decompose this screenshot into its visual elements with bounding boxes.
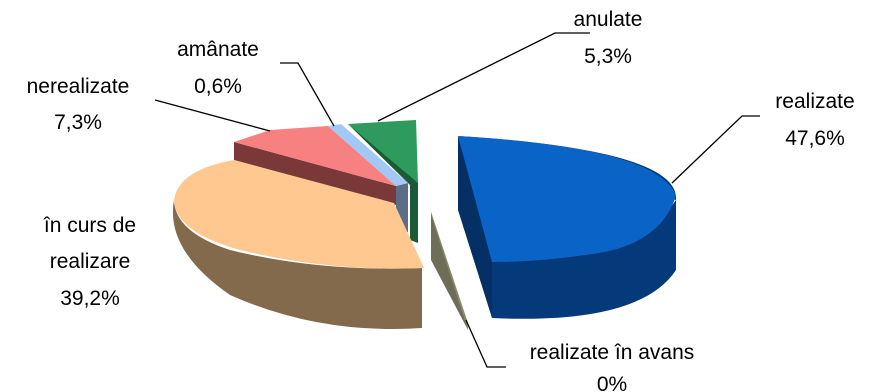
label-nerealizate-name: nerealizate <box>27 75 130 98</box>
label-realizate-in-avans-value: 0% <box>597 373 627 392</box>
leader-line-anulate <box>377 32 590 122</box>
slice-realizate-in-avans <box>431 212 468 330</box>
label-amanate-value: 0,6% <box>194 75 242 98</box>
label-realizate-value: 47,6% <box>785 127 845 150</box>
label-in-curs-de-realizare-name-line1: în curs de <box>43 214 136 237</box>
leader-line-realizate-in-avans <box>465 319 506 368</box>
label-realizate-name: realizate <box>775 90 854 113</box>
label-anulate-name: anulate <box>574 8 643 31</box>
label-nerealizate-value: 7,3% <box>54 111 102 134</box>
slice-realizate-side-left <box>458 136 492 318</box>
slice-nerealizate <box>234 126 396 186</box>
slice-in-curs-de-realizare-side <box>172 200 422 330</box>
slice-anulate-side <box>348 124 418 243</box>
slice-nerealizate-side <box>234 142 396 205</box>
slice-amanate <box>328 124 408 186</box>
slice-realizate <box>458 136 676 262</box>
label-in-curs-de-realizare-value: 39,2% <box>60 287 120 310</box>
label-amanate-name: amânate <box>177 38 259 61</box>
label-realizate-in-avans-name: realizate în avans <box>530 341 695 364</box>
leader-line-nerealizate <box>154 99 271 132</box>
slice-anulate <box>348 120 418 183</box>
label-anulate-value: 5,3% <box>584 45 632 68</box>
leader-line-amanate <box>280 62 335 127</box>
label-in-curs-de-realizare-name-line2: realizare <box>50 250 131 273</box>
slice-in-curs-de-realizare <box>174 160 424 269</box>
leader-line-realizate <box>671 115 760 184</box>
